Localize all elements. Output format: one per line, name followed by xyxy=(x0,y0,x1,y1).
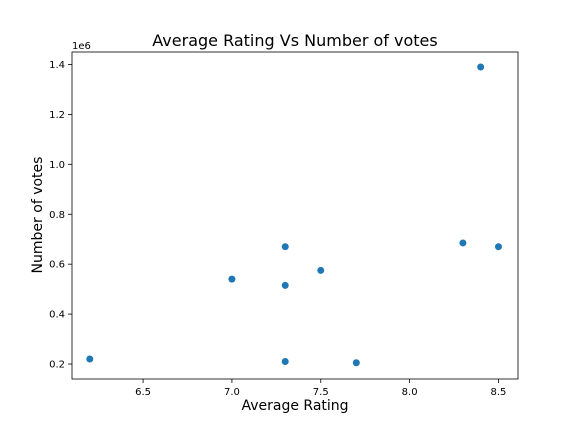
y-axis-label: Number of votes xyxy=(30,157,46,274)
y-tick-label: 0.6 xyxy=(49,260,65,271)
plot-frame xyxy=(71,51,519,380)
x-tick-label: 8.5 xyxy=(491,387,507,398)
data-point xyxy=(459,239,467,247)
y-tick-label: 1.2 xyxy=(49,110,65,121)
chart-title: Average Rating Vs Number of votes xyxy=(152,31,437,50)
x-axis-ticks: 6.5 7.0 7.5 8.0 8.5 xyxy=(135,379,506,398)
data-point xyxy=(494,243,502,251)
x-axis-label: Average Rating xyxy=(241,398,348,414)
data-point xyxy=(86,355,94,363)
x-tick-label: 6.5 xyxy=(135,387,151,398)
data-points xyxy=(86,63,502,367)
x-tick-label: 7.0 xyxy=(224,387,240,398)
y-tick-label: 1.0 xyxy=(49,160,65,171)
y-axis-offset-label: 1e6 xyxy=(72,41,91,52)
data-point xyxy=(228,275,236,283)
y-axis-ticks: 0.2 0.4 0.6 0.8 1.0 1.2 1.4 xyxy=(49,60,72,371)
data-point xyxy=(281,358,289,366)
data-point xyxy=(281,243,289,251)
y-tick-label: 0.8 xyxy=(49,210,65,221)
data-point xyxy=(477,63,485,71)
data-point xyxy=(317,266,325,274)
y-tick-label: 0.4 xyxy=(49,310,65,321)
y-tick-label: 1.4 xyxy=(49,60,65,71)
y-tick-label: 0.2 xyxy=(49,360,65,371)
x-tick-label: 8.0 xyxy=(402,387,418,398)
x-tick-label: 7.5 xyxy=(313,387,329,398)
data-point xyxy=(352,359,360,367)
data-point xyxy=(281,281,289,289)
